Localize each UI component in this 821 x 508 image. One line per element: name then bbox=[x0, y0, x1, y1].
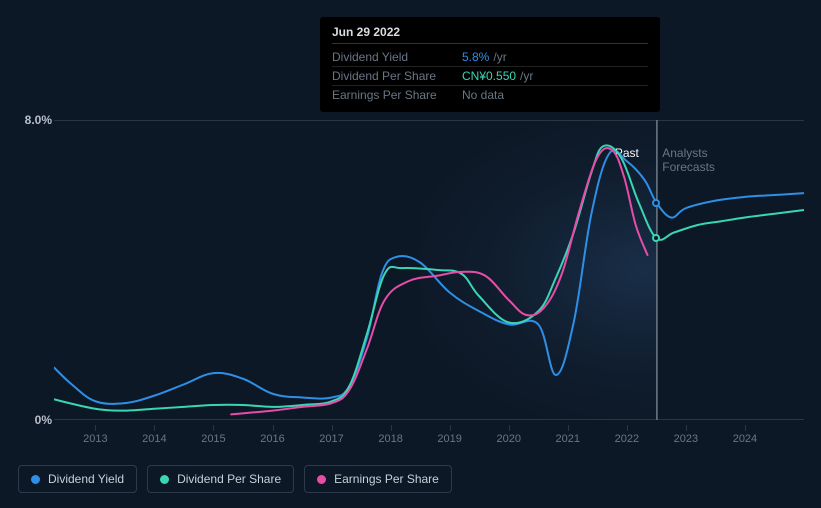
series-endpoint-marker bbox=[652, 199, 660, 207]
legend-dividend-yield[interactable]: Dividend Yield bbox=[18, 465, 137, 493]
legend-dot-icon bbox=[160, 475, 169, 484]
tooltip-unit: /yr bbox=[520, 69, 533, 83]
y-axis-label-min: 0% bbox=[35, 413, 52, 427]
tooltip-row: Earnings Per Share No data bbox=[332, 86, 648, 104]
legend-earnings-per-share[interactable]: Earnings Per Share bbox=[304, 465, 452, 493]
x-tick-label: 2020 bbox=[496, 433, 520, 445]
x-tick-label: 2024 bbox=[733, 433, 757, 445]
tooltip-value: CN¥0.550 bbox=[462, 69, 516, 83]
x-tick-label: 2014 bbox=[142, 433, 166, 445]
tooltip-label: Dividend Yield bbox=[332, 50, 462, 64]
chart-lines bbox=[54, 120, 804, 420]
chart-plot-area[interactable]: Past Analysts Forecasts bbox=[54, 120, 804, 420]
x-tick-label: 2022 bbox=[615, 433, 639, 445]
tooltip-value: No data bbox=[462, 88, 504, 102]
legend-label: Earnings Per Share bbox=[334, 472, 439, 486]
x-tick-label: 2017 bbox=[319, 433, 343, 445]
series-endpoint-marker bbox=[652, 234, 660, 242]
x-axis: 2013 2014 2015 2016 2017 2018 2019 2020 2021 2022… bbox=[54, 425, 804, 445]
x-tick-label: 2021 bbox=[556, 433, 580, 445]
tooltip-row: Dividend Yield 5.8% /yr bbox=[332, 48, 648, 67]
tooltip-date: Jun 29 2022 bbox=[332, 25, 648, 44]
tooltip-label: Earnings Per Share bbox=[332, 88, 462, 102]
tooltip-label: Dividend Per Share bbox=[332, 69, 462, 83]
chart-legend: Dividend Yield Dividend Per Share Earnin… bbox=[18, 465, 452, 493]
legend-label: Dividend Per Share bbox=[177, 472, 281, 486]
tooltip-value: 5.8% bbox=[462, 50, 489, 64]
tooltip-row: Dividend Per Share CN¥0.550 /yr bbox=[332, 67, 648, 86]
legend-dot-icon bbox=[317, 475, 326, 484]
x-tick-label: 2023 bbox=[674, 433, 698, 445]
y-axis-label-max: 8.0% bbox=[25, 113, 52, 127]
x-tick-label: 2016 bbox=[260, 433, 284, 445]
x-tick-label: 2018 bbox=[378, 433, 402, 445]
x-tick-label: 2019 bbox=[437, 433, 461, 445]
x-tick-label: 2015 bbox=[201, 433, 225, 445]
chart-tooltip: Jun 29 2022 Dividend Yield 5.8% /yr Divi… bbox=[320, 17, 660, 112]
legend-label: Dividend Yield bbox=[48, 472, 124, 486]
legend-dividend-per-share[interactable]: Dividend Per Share bbox=[147, 465, 294, 493]
legend-dot-icon bbox=[31, 475, 40, 484]
tooltip-unit: /yr bbox=[493, 50, 506, 64]
dividend-chart[interactable]: 8.0% 0% Past Analysts Forecasts 2013 2014… bbox=[18, 100, 808, 450]
x-tick-label: 2013 bbox=[83, 433, 107, 445]
